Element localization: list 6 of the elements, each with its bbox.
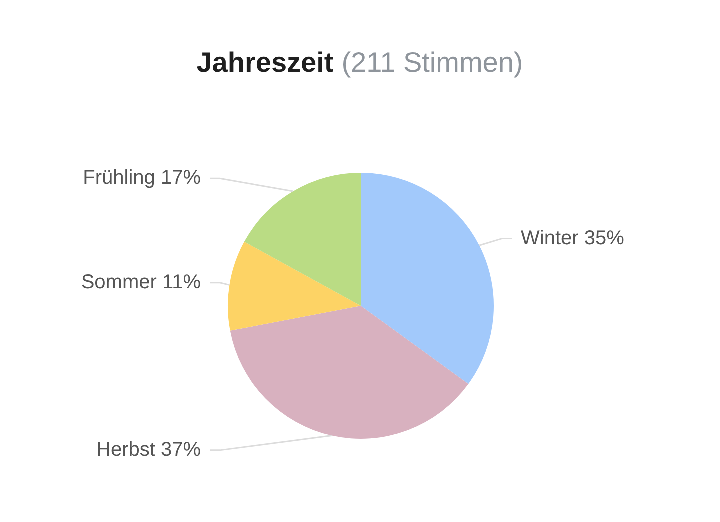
slice-label: Sommer 11% [81, 271, 202, 294]
slice-label: Frühling 17% [83, 167, 202, 190]
slice-label: Winter 35% [521, 227, 625, 250]
slice-label: Herbst 37% [96, 438, 202, 461]
chart-subtitle: (211 Stimmen) [342, 47, 524, 78]
chart-title: Jahreszeit [196, 47, 334, 78]
